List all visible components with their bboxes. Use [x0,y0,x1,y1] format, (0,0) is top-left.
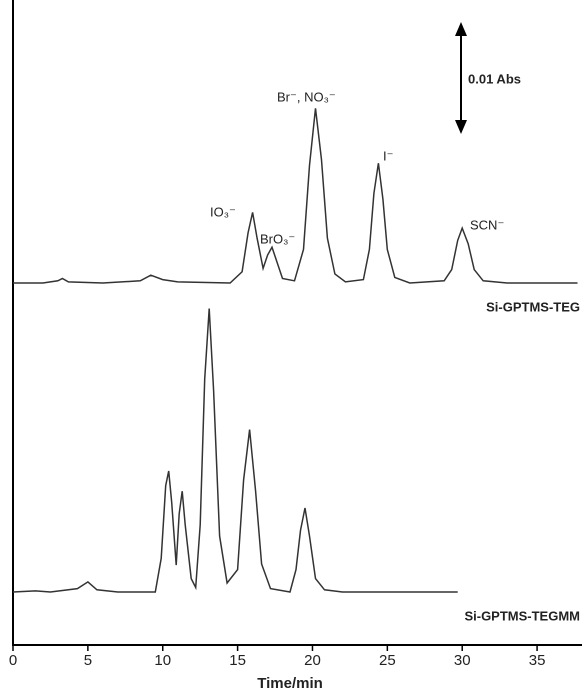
x-tick-label: 10 [154,652,171,669]
trace [12,308,458,593]
x-axis-label: Time/min [257,675,323,692]
peak-label: IO₃⁻ [210,204,236,219]
x-tick-label: 15 [229,652,246,669]
x-tick-label: 20 [304,652,321,669]
trace-label: Si-GPTMS-TEGMM [464,608,580,623]
arrow-head [455,22,467,36]
peak-label: Br⁻, NO₃⁻ [277,89,336,104]
peak-label: SCN⁻ [470,217,504,232]
x-tick-label: 5 [84,652,92,669]
trace-label: Si-GPTMS-TEG [486,299,580,314]
scale-bar-label: 0.01 Abs [468,71,521,86]
x-tick-label: 35 [529,652,546,669]
x-tick-label: 25 [379,652,396,669]
arrow-head [455,120,467,134]
x-tick-label: 30 [454,652,471,669]
x-tick-label: 0 [9,652,17,669]
peak-label: BrO₃⁻ [260,231,295,246]
peak-label: I⁻ [383,148,393,163]
trace [13,108,578,284]
